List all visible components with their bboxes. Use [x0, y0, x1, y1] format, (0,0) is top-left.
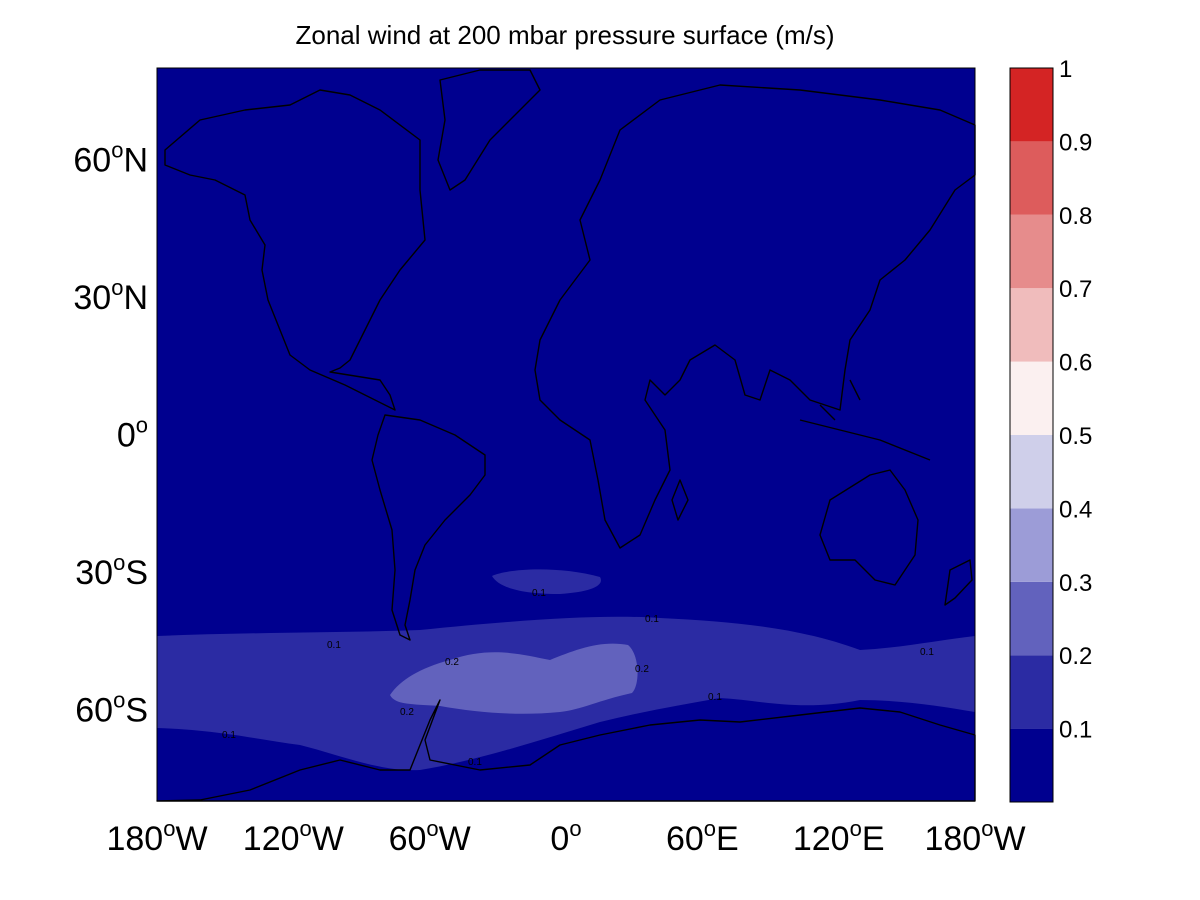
colorbar-swatch-0-5 [1010, 435, 1053, 508]
lat-tick-60s: 60oS [75, 687, 148, 729]
colorbar-tick-label: 0.6 [1059, 350, 1092, 377]
colorbar-tick-label: 0.1 [1059, 717, 1092, 744]
lat-tick-60n: 60oN [73, 138, 148, 180]
contour-label: 0.1 [708, 692, 722, 703]
colorbar-swatch-0-9 [1010, 141, 1053, 214]
colorbar-swatch-0-4 [1010, 508, 1053, 581]
colorbar-swatch-0-3 [1010, 582, 1053, 655]
lat-tick-0: 0o [117, 413, 148, 455]
colorbar: 0.1 0.2 0.3 0.4 0.5 0.6 0.7 0.8 0.9 1 [1010, 56, 1092, 802]
colorbar-tick-label: 0.4 [1059, 496, 1092, 523]
colorbar-swatch-1 [1010, 68, 1053, 141]
colorbar-swatch-0-2 [1010, 655, 1053, 728]
lon-tick-180w: 180oW [106, 816, 207, 858]
lon-tick-180w: 180oW [924, 816, 1025, 858]
lat-tick-30s: 30oS [75, 550, 148, 592]
contour-label: 0.1 [222, 730, 236, 741]
colorbar-tick-label: 0.8 [1059, 203, 1092, 230]
contour-label: 0.1 [645, 614, 659, 625]
colorbar-swatch-0-7 [1010, 288, 1053, 361]
colorbar-tick-label: 1 [1059, 56, 1072, 83]
latitude-tick-labels: 60oN 30oN 0o 30oS 60oS [73, 138, 148, 730]
contour-label: 0.1 [532, 588, 546, 599]
lon-tick-60e: 60oE [666, 816, 739, 858]
lon-tick-120w: 120oW [243, 816, 344, 858]
longitude-tick-labels: 180oW 120oW 60oW 0o 60oE 120oE 180oW [106, 816, 1025, 858]
colorbar-tick-label: 0.3 [1059, 570, 1092, 597]
colorbar-tick-label: 0.7 [1059, 276, 1092, 303]
contour-label: 0.1 [920, 647, 934, 658]
colorbar-tick-label: 0.9 [1059, 129, 1092, 156]
contour-label: 0.1 [468, 757, 482, 768]
colorbar-swatch-0-1 [1010, 729, 1053, 802]
lon-tick-0: 0o [550, 816, 581, 858]
contour-label: 0.2 [400, 707, 414, 718]
lat-tick-30n: 30oN [73, 275, 148, 317]
lon-tick-120e: 120oE [793, 816, 885, 858]
colorbar-swatch-0-6 [1010, 362, 1053, 435]
contour-label: 0.2 [445, 657, 459, 668]
lon-tick-60w: 60oW [389, 816, 471, 858]
colorbar-tick-label: 0.2 [1059, 643, 1092, 670]
contour-label: 0.2 [635, 664, 649, 675]
contour-label: 0.1 [327, 640, 341, 651]
colorbar-swatch-0-8 [1010, 215, 1053, 288]
colorbar-tick-label: 0.5 [1059, 423, 1092, 450]
